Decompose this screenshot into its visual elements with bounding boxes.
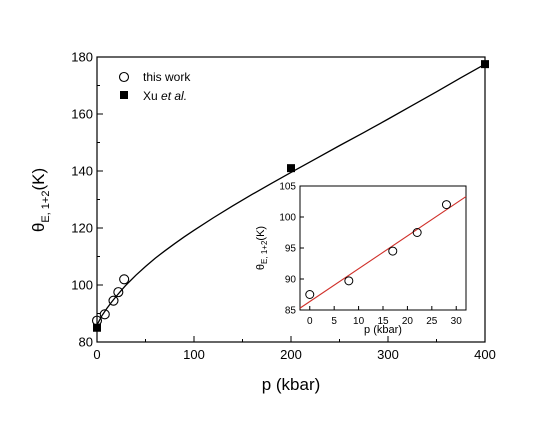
inset-point-this-work [441,200,451,210]
inset-y-axis-label: θE, 1+2(K) [255,226,269,270]
main-point-xu [481,60,489,69]
main-point-xu [287,164,295,173]
inset-chart: 0 5 10 15 20 25 30 85 90 95 100 105 p (kbar) θE, 1+… [255,182,467,336]
main-point-this-work [119,274,130,285]
main-y-axis-label-unit: (K) [29,168,48,191]
inset-x-tick-label: 20 [402,316,414,327]
legend-label-xu: Xu et al. [143,89,187,103]
main-fit-curve [96,63,486,326]
inset-y-tick-label: 105 [279,182,296,193]
legend: this work Xu et al. [118,70,191,103]
main-y-tick-label: 140 [71,164,93,179]
inset-y-axis-label-subscript: E, 1+2 [260,240,269,264]
main-y-axis-label-subscript: E, 1+2 [40,191,52,223]
main-y-tick-label: 80 [79,335,93,350]
main-y-tick-label: 120 [71,221,93,236]
inset-y-tick-label: 95 [285,244,297,255]
inset-x-tick-label: 5 [331,316,337,327]
inset-point-this-work [305,290,315,299]
legend-label-xu-plain: Xu [143,89,161,103]
legend-marker-xu [120,91,128,99]
inset-point-this-work [412,228,422,237]
main-point-this-work [99,309,110,320]
inset-x-tick-label: 0 [307,316,313,327]
legend-marker-this-work [118,71,130,83]
main-y-tick-label: 100 [71,278,93,293]
inset-point-this-work [344,276,354,286]
main-y-axis-label-theta: θ [29,223,48,232]
main-y-tick-label: 160 [71,107,93,122]
main-y-tick-label: 180 [71,50,93,65]
inset-x-tick-label: 25 [426,316,438,327]
inset-point-this-work [388,246,398,256]
main-x-tick-label: 100 [183,347,205,362]
inset-y-axis-label-theta: θ [255,264,267,270]
main-point-xu [93,323,101,332]
main-x-tick-label: 400 [474,347,496,362]
legend-label-this-work: this work [143,70,191,84]
inset-x-tick-label: 30 [451,316,463,327]
main-x-tick-label: 300 [377,347,399,362]
main-point-this-work [91,315,103,326]
legend-label-xu-italic: et al. [161,89,187,103]
inset-x-axis-label: p (kbar) [364,324,402,336]
main-point-this-work [113,287,124,298]
inset-y-tick-label: 100 [279,213,296,224]
inset-x-tick-label: 15 [377,316,389,327]
main-x-tick-label: 200 [280,347,302,362]
inset-y-tick-label: 85 [285,306,297,317]
inset-y-axis-label-unit: (K) [255,226,267,241]
inset-y-tick-label: 90 [285,275,297,286]
main-x-tick-label: 0 [93,347,100,362]
main-point-this-work [108,295,119,306]
inset-x-tick-label: 10 [353,316,365,327]
main-y-axis-label: θE, 1+2(K) [29,168,52,232]
main-x-axis-label: p (kbar) [262,375,321,394]
inset-linear-fit [299,196,467,309]
